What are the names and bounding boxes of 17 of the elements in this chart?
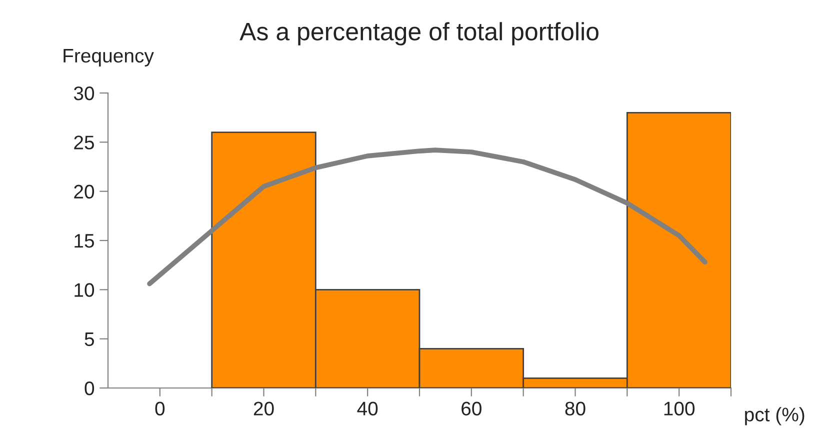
y-tick-label: 20 — [74, 184, 94, 199]
x-tick-label: 100 — [664, 402, 695, 416]
x-tick-label: 80 — [565, 402, 586, 416]
y-axis-title: Frequency — [64, 49, 154, 66]
x-tick-label: 60 — [462, 402, 482, 416]
x-axis-title: pct (%) — [745, 407, 804, 426]
x-tick-label: 20 — [254, 402, 274, 416]
y-tick-label: 10 — [74, 283, 94, 297]
y-tick-label: 5 — [84, 332, 94, 346]
y-tick-label: 25 — [74, 136, 94, 150]
y-tick-label: 0 — [84, 381, 94, 396]
x-tick-label: 0 — [155, 402, 165, 416]
y-tick-label: 15 — [74, 234, 94, 248]
chart-title: As a percentage of total portfolio — [240, 22, 598, 46]
line-series — [147, 148, 708, 286]
y-tick-label: 30 — [74, 86, 94, 100]
x-tick-label: 40 — [357, 402, 378, 416]
